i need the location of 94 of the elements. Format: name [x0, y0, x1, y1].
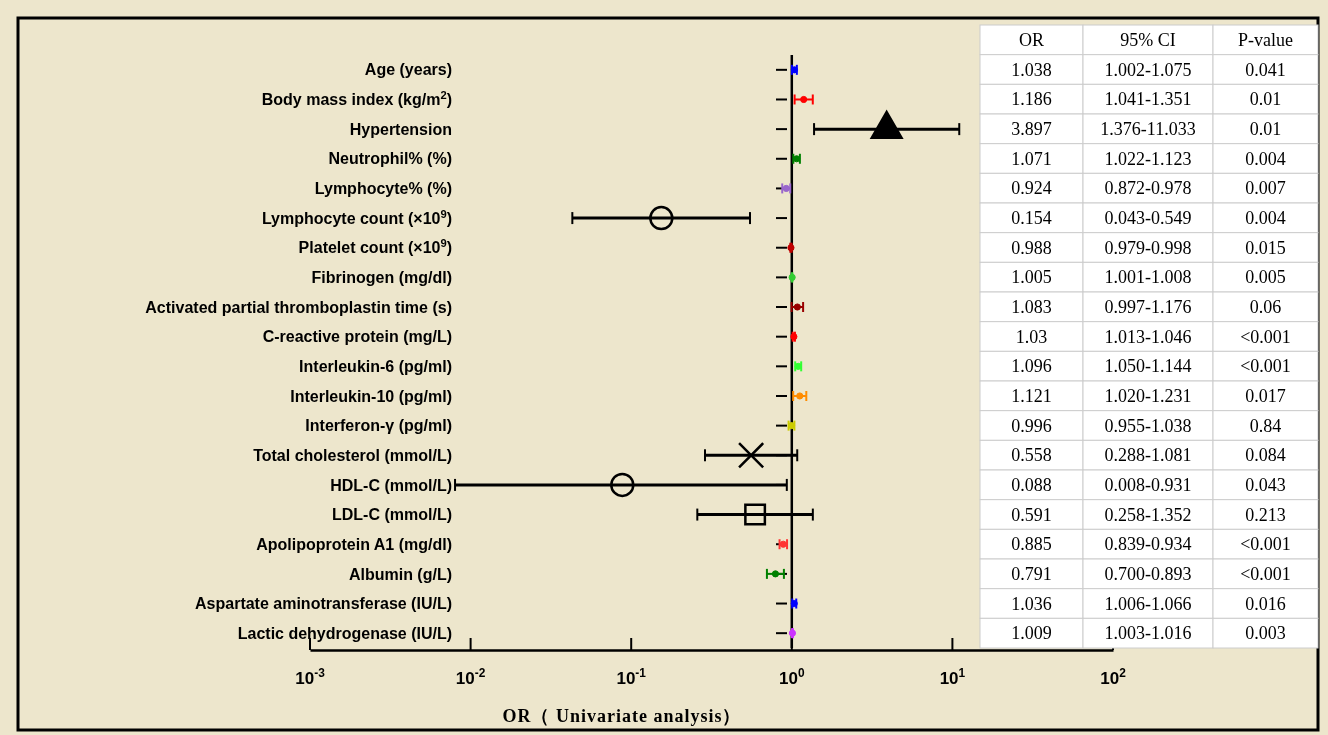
annotation: 0.872-0.978	[1104, 178, 1192, 199]
text: 0.015	[1245, 237, 1286, 258]
text: 0.004	[1245, 148, 1286, 169]
text: 0.591	[1011, 504, 1052, 525]
text: 0.213	[1245, 504, 1286, 525]
text: 0.088	[1011, 474, 1052, 495]
text: 0.043	[1245, 474, 1286, 495]
text: 1.005	[1011, 267, 1052, 288]
annotation: 1.020-1.231	[1104, 385, 1192, 406]
y-tick-label: Body mass index (kg/m$^{2}$)	[261, 89, 452, 109]
text: 1.036	[1011, 593, 1052, 614]
text: 95% CI	[1120, 29, 1176, 50]
text: 0.041	[1245, 59, 1286, 80]
annotation: 0.955-1.038	[1104, 415, 1192, 436]
y-tick-label: HDL-C (mmol/L)	[330, 476, 452, 494]
y-tick-label: Lymphocyte% (%)	[314, 180, 452, 198]
text: 0.996	[1011, 415, 1052, 436]
annotation: 1.002-1.075	[1104, 59, 1192, 80]
text: 1.186	[1011, 89, 1052, 110]
text: <0.001	[1240, 326, 1291, 347]
x-tick-label: 10$^{-2}$	[455, 666, 486, 688]
x-tick-label: 10$^{-1}$	[616, 666, 647, 688]
text: 1.03	[1015, 326, 1048, 347]
text: 0.01	[1249, 89, 1282, 110]
annotation: 1.041-1.351	[1104, 89, 1192, 110]
y-tick-label: Aspartate aminotransferase (IU/L)	[195, 595, 452, 613]
annotation: 0.700-0.893	[1104, 563, 1192, 584]
annotation: 1.050-1.144	[1104, 356, 1192, 377]
text: 1.009	[1011, 623, 1052, 644]
y-tick-label: Activated partial thromboplastin time (s)	[145, 298, 452, 316]
text: 0.017	[1245, 385, 1286, 406]
text: 0.84	[1249, 415, 1282, 436]
text: 0.01	[1249, 118, 1282, 139]
text: 1.083	[1011, 296, 1052, 317]
text: 0.005	[1245, 267, 1286, 288]
y-tick-label: Albumin (g/L)	[348, 565, 452, 583]
y-tick-label: Interleukin-6 (pg/ml)	[299, 357, 452, 375]
text: 0.016	[1245, 593, 1286, 614]
y-tick-label: Fibrinogen (mg/dl)	[311, 268, 452, 286]
text: 0.154	[1011, 207, 1052, 228]
x-tick-label: 10$^{-3}$	[295, 666, 326, 688]
annotation: 1.003-1.016	[1104, 623, 1192, 644]
annotation: 1.013-1.046	[1104, 326, 1192, 347]
text: <0.001	[1240, 563, 1291, 584]
annotation: 0.979-0.998	[1104, 237, 1192, 258]
text: 1.071	[1011, 148, 1052, 169]
text: <0.001	[1240, 356, 1291, 377]
text: 0.003	[1245, 623, 1286, 644]
annotation: 1.376-11.033	[1100, 118, 1196, 139]
y-tick-label: Interleukin-10 (pg/ml)	[290, 387, 452, 405]
text: 1.121	[1011, 385, 1052, 406]
text: 0.885	[1011, 534, 1052, 555]
point	[793, 303, 801, 311]
x-tick-label: 10$^{1}$	[939, 666, 966, 688]
x-axis-title: OR（ Univariate analysis）	[502, 706, 742, 726]
point	[771, 570, 780, 578]
text: 0.988	[1011, 237, 1052, 258]
text: 1.038	[1011, 59, 1052, 80]
y-tick-label: Apolipoprotein A1 (mg/dl)	[256, 535, 452, 553]
annotation: 0.008-0.931	[1104, 474, 1192, 495]
y-tick-label: Neutrophil% (%)	[328, 150, 452, 168]
x-tick-label: 10$^{0}$	[779, 666, 805, 688]
y-tick-label: Platelet count (×10$^{9}$)	[298, 237, 452, 257]
text: 0.06	[1249, 296, 1282, 317]
text: 0.791	[1011, 563, 1052, 584]
y-tick-label: Lactic dehydrogenase (IU/L)	[237, 624, 452, 642]
text: 0.084	[1245, 445, 1286, 466]
y-tick-label: Lymphocyte count (×10$^{9}$)	[261, 207, 452, 227]
text: OR	[1018, 29, 1045, 50]
y-tick-label: Age (years)	[364, 61, 452, 79]
text: 3.897	[1011, 118, 1052, 139]
x-tick-label: 10$^{2}$	[1100, 666, 1127, 688]
annotation: 1.006-1.066	[1104, 593, 1192, 614]
y-tick-label: Total cholesterol (mmol/L)	[253, 446, 452, 464]
text: 0.007	[1245, 178, 1286, 199]
y-tick-label: Interferon-γ (pg/ml)	[305, 417, 452, 435]
text: <0.001	[1240, 534, 1291, 555]
annotation: 0.288-1.081	[1104, 445, 1192, 466]
text: 0.558	[1011, 445, 1052, 466]
annotation: 0.839-0.934	[1104, 534, 1192, 555]
text: 0.004	[1245, 207, 1286, 228]
annotation: 1.022-1.123	[1104, 148, 1192, 169]
y-tick-label: Hypertension	[349, 120, 452, 138]
point	[796, 392, 804, 400]
y-tick-label: LDL-C (mmol/L)	[332, 506, 452, 524]
text: P-value	[1238, 29, 1293, 50]
annotation: 0.258-1.352	[1104, 504, 1192, 525]
point	[800, 95, 808, 104]
annotation: 0.043-0.549	[1104, 207, 1192, 228]
annotation: 1.001-1.008	[1104, 267, 1192, 288]
annotation: 0.997-1.176	[1104, 296, 1192, 317]
text: 0.924	[1011, 178, 1052, 199]
text: 1.096	[1011, 356, 1052, 377]
y-tick-label: C-reactive protein (mg/L)	[262, 328, 452, 346]
